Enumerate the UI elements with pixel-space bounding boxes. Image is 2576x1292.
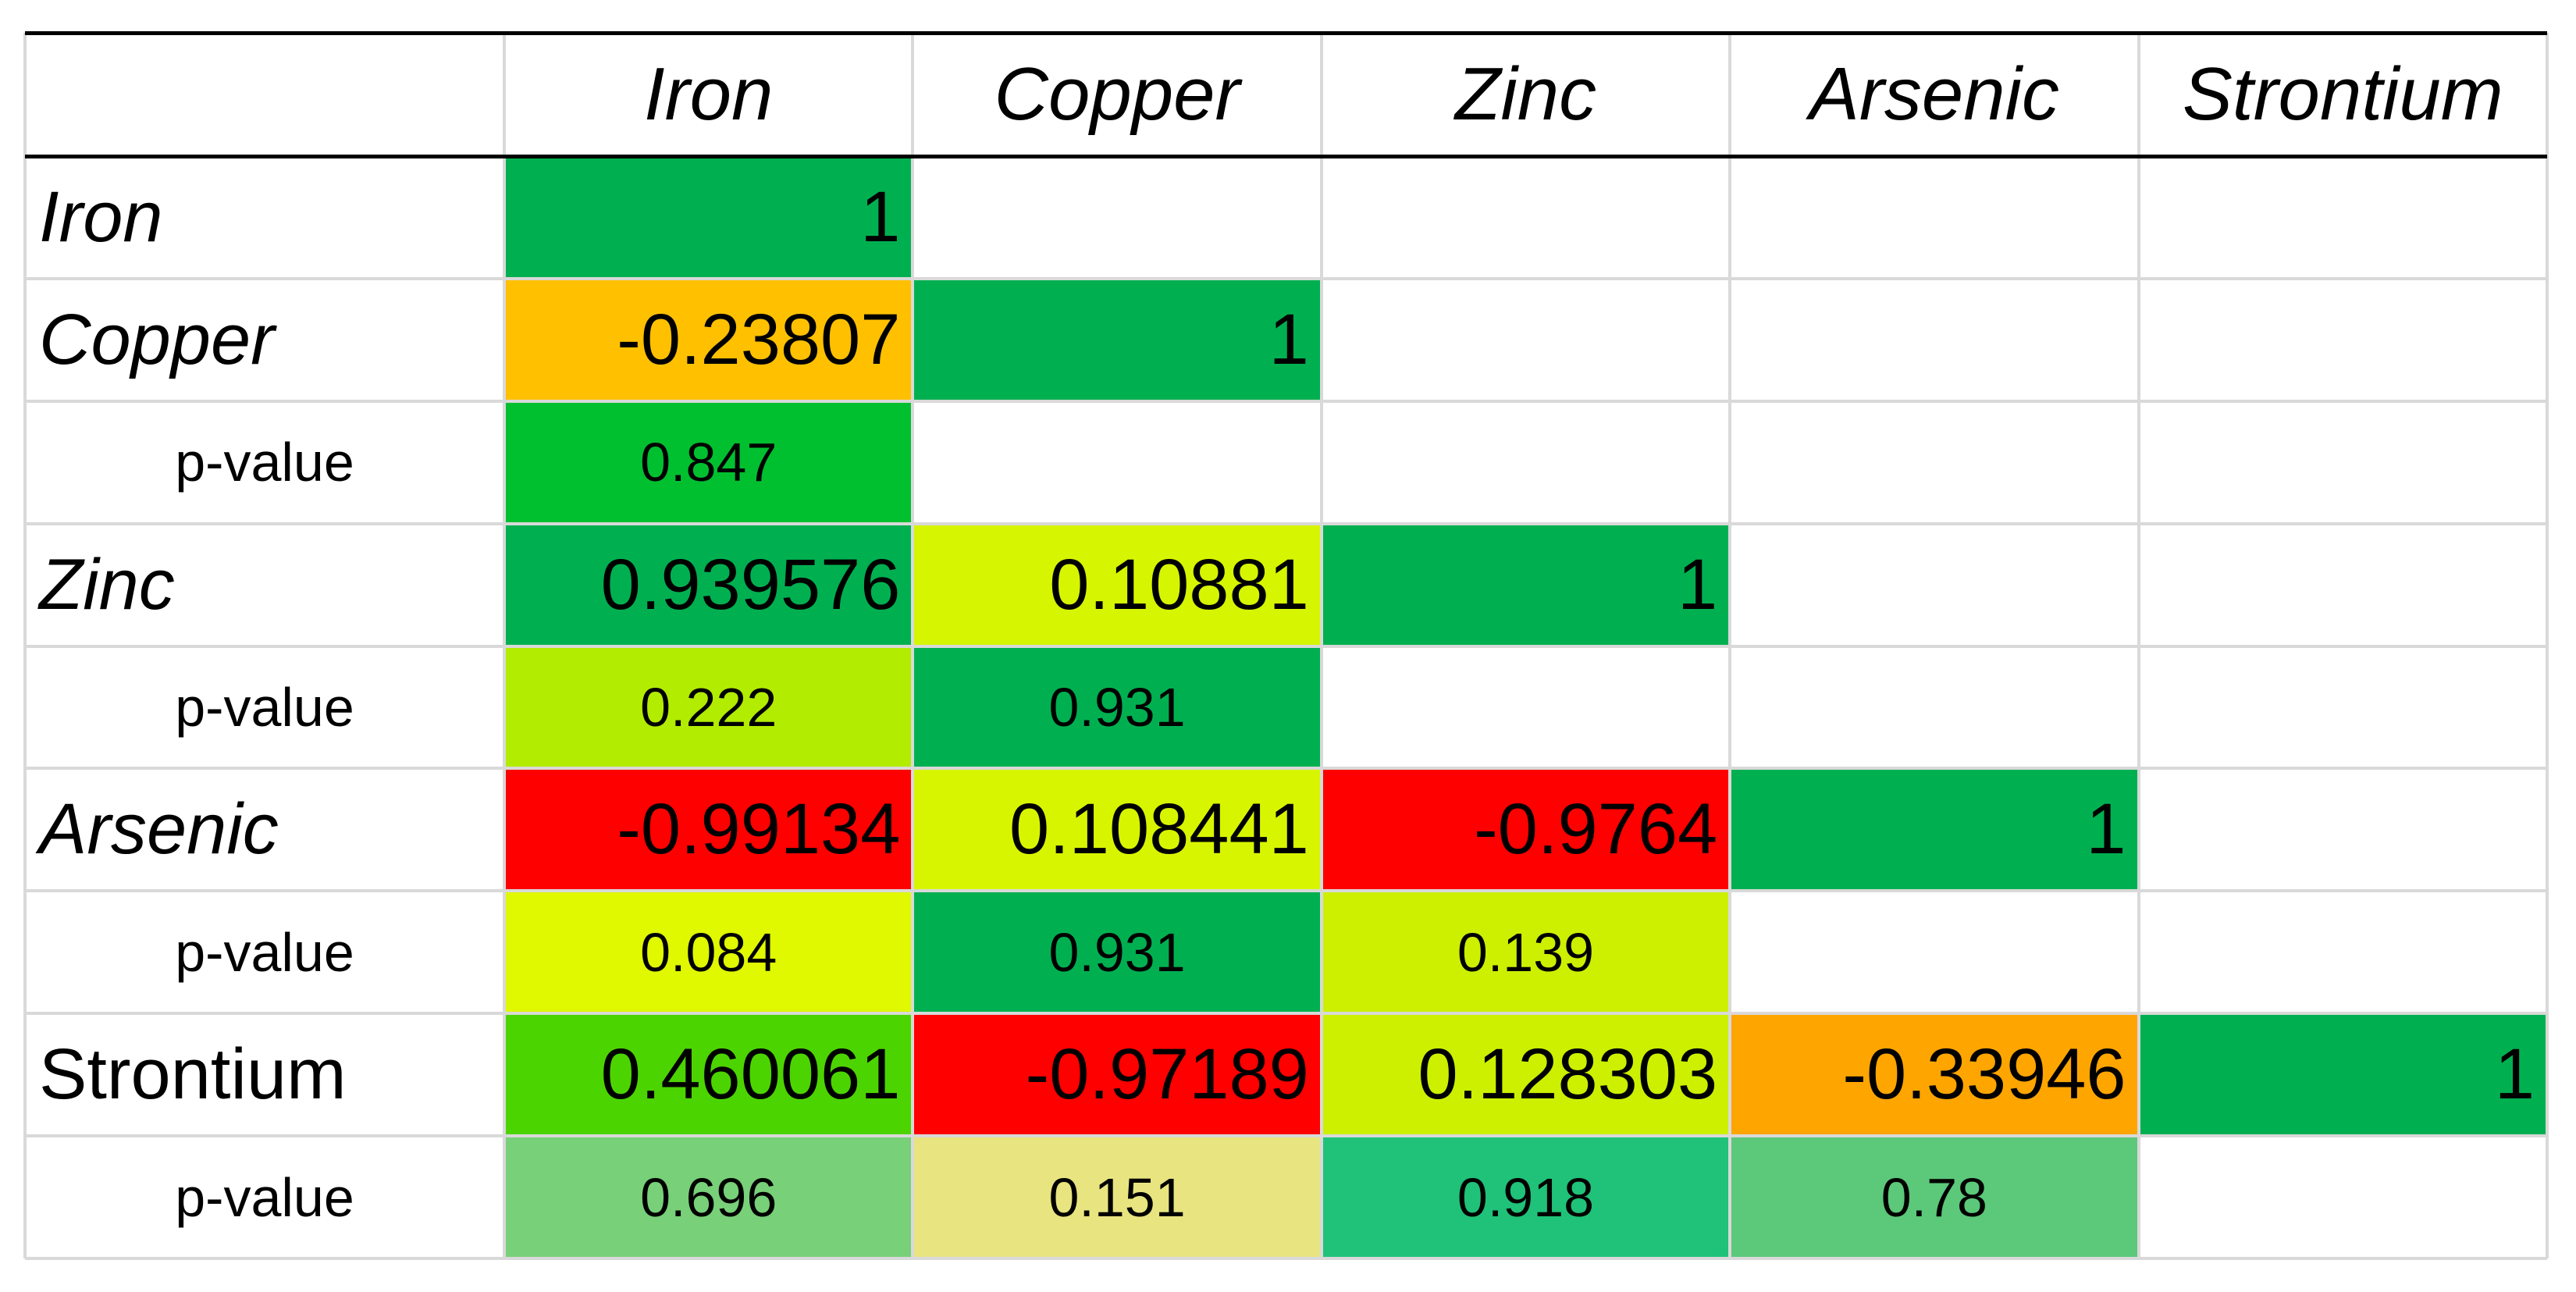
header-rule bbox=[25, 155, 2547, 158]
grid-line bbox=[25, 644, 2547, 648]
grid-line bbox=[911, 33, 915, 1258]
correlation-cell: -0.23807 bbox=[504, 278, 913, 401]
grid-line bbox=[2137, 33, 2140, 1258]
grid-line bbox=[25, 399, 2547, 403]
grid-line bbox=[1728, 33, 1732, 1258]
grid-line bbox=[25, 276, 2547, 280]
correlation-cell: 1 bbox=[913, 278, 1322, 401]
row-label: Arsenic bbox=[39, 789, 279, 870]
p-value-cell: 0.696 bbox=[504, 1136, 913, 1258]
correlation-cell: -0.9764 bbox=[1321, 768, 1731, 892]
correlation-cell: 0.460061 bbox=[504, 1013, 913, 1137]
grid-line bbox=[25, 521, 2547, 525]
p-value-cell: 0.139 bbox=[1321, 891, 1731, 1014]
column-header: Arsenic bbox=[1809, 52, 2059, 136]
grid-line bbox=[25, 889, 2547, 893]
correlation-cell: 1 bbox=[1730, 768, 2139, 892]
grid-line bbox=[2546, 33, 2549, 1258]
correlation-cell: 1 bbox=[1321, 523, 1731, 646]
p-value-cell: 0.222 bbox=[504, 646, 913, 769]
p-value-cell: 0.931 bbox=[913, 891, 1322, 1014]
column-header: Iron bbox=[643, 52, 774, 136]
grid-line bbox=[25, 767, 2547, 771]
header-rule bbox=[25, 31, 2547, 35]
p-value-cell: 0.918 bbox=[1321, 1136, 1731, 1258]
correlation-cell: 0.10881 bbox=[913, 523, 1322, 646]
p-value-label: p-value bbox=[175, 676, 354, 738]
correlation-cell: 1 bbox=[2138, 1013, 2547, 1137]
p-value-cell: 0.847 bbox=[504, 400, 913, 524]
grid-line bbox=[25, 1257, 2547, 1260]
column-header: Strontium bbox=[2182, 52, 2503, 136]
grid-line bbox=[23, 33, 27, 1258]
p-value-cell: 0.78 bbox=[1730, 1136, 2139, 1258]
correlation-cell: -0.97189 bbox=[913, 1013, 1322, 1137]
p-value-label: p-value bbox=[175, 921, 354, 983]
grid-line bbox=[503, 33, 506, 1258]
grid-line bbox=[1319, 33, 1323, 1258]
p-value-label: p-value bbox=[175, 432, 354, 493]
column-header: Copper bbox=[994, 52, 1240, 136]
row-label: Copper bbox=[39, 299, 275, 379]
correlation-cell: 0.108441 bbox=[913, 768, 1322, 892]
correlation-cell: 1 bbox=[504, 156, 913, 279]
correlation-cell: 0.128303 bbox=[1321, 1013, 1731, 1137]
p-value-label: p-value bbox=[175, 1166, 354, 1228]
row-label: Strontium bbox=[39, 1034, 347, 1115]
p-value-cell: 0.084 bbox=[504, 891, 913, 1014]
correlation-cell: -0.33946 bbox=[1730, 1013, 2139, 1137]
row-label: Zinc bbox=[39, 544, 175, 625]
grid-line bbox=[25, 1134, 2547, 1138]
correlation-cell: 0.939576 bbox=[504, 523, 913, 646]
column-header: Zinc bbox=[1454, 52, 1597, 136]
p-value-cell: 0.931 bbox=[913, 646, 1322, 769]
row-label: Iron bbox=[39, 176, 163, 257]
correlation-cell: -0.99134 bbox=[504, 768, 913, 892]
grid-line bbox=[25, 1012, 2547, 1016]
p-value-cell: 0.151 bbox=[913, 1136, 1322, 1258]
